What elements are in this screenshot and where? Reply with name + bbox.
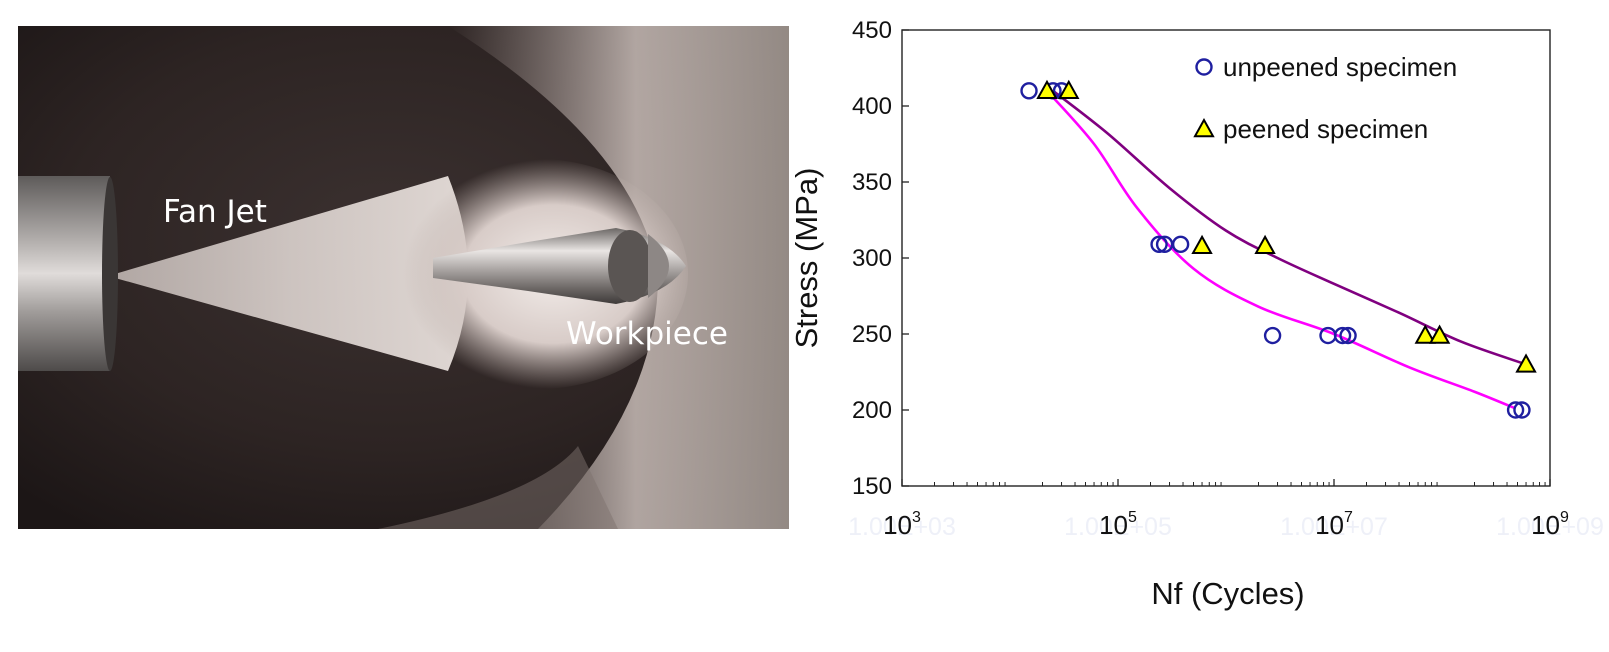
x-tick-ghost-labels: 1.00E+03 1.00E+05 1.00E+07 1.00E+09 bbox=[848, 513, 1604, 541]
legend-label: unpeened specimen bbox=[1223, 52, 1457, 82]
legend-marker-peened bbox=[1193, 117, 1215, 138]
data-point-peened bbox=[1414, 324, 1436, 344]
y-axis-ticks: 150 200 250 300 350 400 450 bbox=[852, 17, 909, 500]
x-tick-label: 105 bbox=[1099, 509, 1137, 540]
x-tick-label: 109 bbox=[1531, 509, 1569, 540]
data-point-unpeened bbox=[1513, 401, 1531, 419]
x-tick-ghost-label: 1.00E+05 bbox=[1064, 513, 1172, 541]
data-point-unpeened bbox=[1319, 326, 1337, 345]
photo-image bbox=[18, 26, 789, 529]
fit-curve bbox=[1046, 89, 1517, 410]
y-tick-label: 150 bbox=[852, 473, 892, 500]
legend-label: peened specimen bbox=[1223, 114, 1428, 144]
data-point-peened bbox=[1036, 79, 1058, 99]
data-point-unpeened bbox=[1020, 82, 1038, 100]
fan-jet-photo: Fan Jet Workpiece bbox=[18, 26, 789, 529]
data-point-unpeened bbox=[1171, 235, 1190, 254]
legend: unpeened specimen peened specimen bbox=[1193, 52, 1457, 144]
data-point-peened bbox=[1254, 234, 1276, 255]
x-tick-label: 107 bbox=[1315, 509, 1353, 540]
data-point-unpeened bbox=[1339, 326, 1357, 345]
y-tick-label: 450 bbox=[852, 17, 892, 44]
y-axis-label: Stress (MPa) bbox=[789, 168, 824, 349]
x-axis-ticks: 103 105 107 109 bbox=[883, 479, 1569, 540]
y-tick-label: 300 bbox=[852, 245, 892, 272]
sn-chart: 1.00E+03 1.00E+05 1.00E+07 1.00E+09 150 200 2… bbox=[789, 17, 1604, 611]
data-point-unpeened bbox=[1333, 326, 1352, 345]
data-point-peened bbox=[1515, 353, 1537, 373]
x-tick-ghost-label: 1.00E+03 bbox=[848, 513, 956, 541]
fan-jet-label: Fan Jet bbox=[163, 194, 267, 230]
x-tick-label: 103 bbox=[883, 509, 921, 540]
y-tick-label: 350 bbox=[852, 169, 892, 196]
data-point-unpeened bbox=[1150, 235, 1168, 254]
y-tick-label: 200 bbox=[852, 397, 892, 424]
data-points bbox=[1020, 79, 1537, 419]
x-tick-ghost-label: 1.00E+07 bbox=[1280, 513, 1388, 541]
data-point-unpeened bbox=[1263, 326, 1282, 345]
x-tick-ghost-label: 1.00E+09 bbox=[1496, 513, 1604, 541]
y-tick-label: 400 bbox=[852, 93, 892, 120]
data-point-peened bbox=[1058, 79, 1080, 99]
plot-frame bbox=[901, 29, 1551, 487]
y-tick-label: 250 bbox=[852, 321, 892, 348]
data-point-unpeened bbox=[1506, 401, 1525, 419]
data-point-peened bbox=[1191, 234, 1213, 255]
x-axis-label: Nf (Cycles) bbox=[1151, 576, 1304, 611]
legend-marker-unpeened bbox=[1195, 58, 1213, 76]
workpiece-label: Workpiece bbox=[566, 316, 728, 352]
data-point-peened bbox=[1428, 324, 1451, 344]
